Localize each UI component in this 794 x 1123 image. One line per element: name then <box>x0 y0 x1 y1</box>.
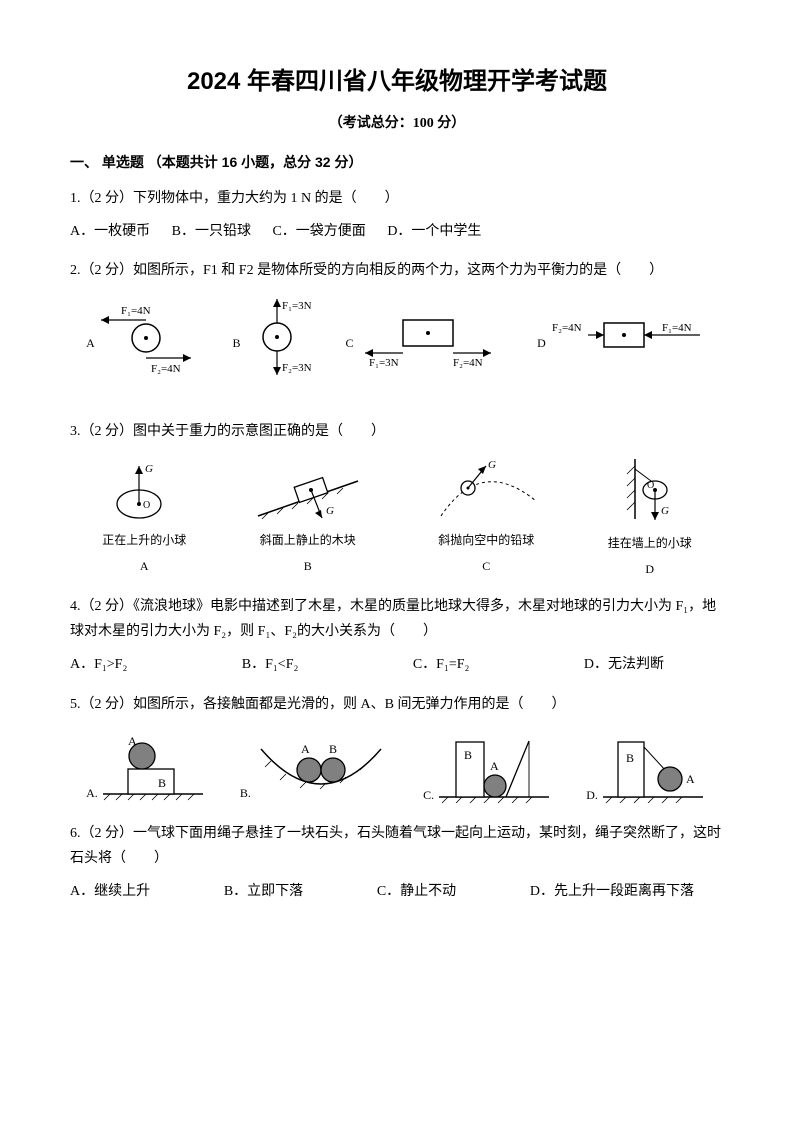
q6-optD: D．先上升一段距离再下落 <box>530 879 694 904</box>
q6-optB: B．立即下落 <box>224 879 303 904</box>
q5-figures: A. B A B. <box>70 727 724 807</box>
svg-text:O: O <box>143 500 150 511</box>
q1-optA: A．一枚硬币 <box>70 224 150 239</box>
q1-optB: B．一只铅球 <box>172 224 251 239</box>
q2-labelD: D <box>537 336 546 350</box>
q2-figD: F₂=4N F₁=4N D <box>544 313 704 385</box>
q1-optC: C．一袋方便面 <box>272 224 365 239</box>
q1-stem: 1.（2 分）下列物体中，重力大约为 1 N 的是（ ） <box>70 186 724 211</box>
q3-capB: 斜面上静止的木块 <box>248 530 368 552</box>
question-6: 6.（2 分）一气球下面用绳子悬挂了一块石头，石头随着气球一起向上运动，某时刻，… <box>70 821 724 905</box>
q3-capD: 挂在墙上的小球 <box>605 533 695 555</box>
svg-text:G: G <box>661 505 669 517</box>
q3-figA: O G 正在上升的小球 A <box>99 456 189 577</box>
q2-svgB: F₁=3N F₂=3N <box>242 293 312 383</box>
svg-text:G: G <box>145 463 153 475</box>
q2-figC: F₁=3N F₂=4N C <box>353 308 503 390</box>
q6-options: A．继续上升 B．立即下落 C．静止不动 D．先上升一段距离再下落 <box>70 879 724 904</box>
q1-options: A．一枚硬币 B．一只铅球 C．一袋方便面 D．一个中学生 <box>70 219 724 244</box>
q2-figures: F₁=4N F₂=4N A F₁=3N F₂=3N B <box>70 293 724 405</box>
q2-stem: 2.（2 分）如图所示，F1 和 F2 是物体所受的方向相反的两个力，这两个力为… <box>70 258 724 283</box>
svg-text:B: B <box>626 751 634 765</box>
question-4: 4.（2 分）《流浪地球》电影中描述到了木星，木星的质量比地球大得多，木星对地球… <box>70 594 724 678</box>
q3-capC: 斜抛向空中的铅球 <box>426 530 546 552</box>
q6-optC: C．静止不动 <box>377 879 456 904</box>
q2-figA: F₁=4N F₂=4N A <box>91 298 201 400</box>
q5-labB: B. <box>240 783 251 805</box>
q3-stem: 3.（2 分）图中关于重力的示意图正确的是（ ） <box>70 419 724 444</box>
q3-figB: G 斜面上静止的木块 B <box>248 456 368 577</box>
q5-labD: D. <box>586 785 598 807</box>
svg-text:F₁=4N: F₁=4N <box>662 322 692 334</box>
section-header: 一、 单选题 （本题共计 16 小题，总分 32 分） <box>70 150 724 175</box>
q3-labB: B <box>248 556 368 578</box>
svg-text:A: A <box>128 734 137 748</box>
svg-text:G: G <box>326 505 334 517</box>
q2-svgC: F₁=3N F₂=4N <box>353 308 503 368</box>
q5-labC: C. <box>423 785 434 807</box>
q3-labC: C <box>426 556 546 578</box>
q2-labelC: C <box>345 336 353 350</box>
svg-text:F₂=4N: F₂=4N <box>453 357 483 368</box>
page-title: 2024 年春四川省八年级物理开学考试题 <box>70 60 724 103</box>
question-3: 3.（2 分）图中关于重力的示意图正确的是（ ） O G 正在上升的小球 A <box>70 419 724 580</box>
question-2: 2.（2 分）如图所示，F1 和 F2 是物体所受的方向相反的两个力，这两个力为… <box>70 258 724 405</box>
svg-text:F₁=3N: F₁=3N <box>369 357 399 368</box>
question-5: 5.（2 分）如图所示，各接触面都是光滑的，则 A、B 间无弹力作用的是（ ） … <box>70 692 724 807</box>
q5-stem: 5.（2 分）如图所示，各接触面都是光滑的，则 A、B 间无弹力作用的是（ ） <box>70 692 724 717</box>
q5-labA: A. <box>86 783 98 805</box>
page-subtitle: （考试总分：100 分） <box>70 111 724 136</box>
q2-svgD: F₂=4N F₁=4N <box>544 313 704 363</box>
q4-optC: C．F₁=F₂ <box>413 652 470 677</box>
q3-labD: D <box>605 559 695 581</box>
svg-text:F₂=4N: F₂=4N <box>151 363 181 375</box>
svg-text:F₁=4N: F₁=4N <box>121 305 151 317</box>
q2-labelB: B <box>232 336 240 350</box>
q5-figA: A. B A <box>86 729 208 804</box>
svg-text:F₂=3N: F₂=3N <box>282 362 312 374</box>
q3-figures: O G 正在上升的小球 A G 斜面上静止 <box>70 454 724 580</box>
q3-capA: 正在上升的小球 <box>99 530 189 552</box>
svg-text:A: A <box>301 742 310 756</box>
svg-text:A: A <box>686 772 695 786</box>
q4-optB: B．F₁<F₂ <box>242 652 299 677</box>
q3-figD: O G 挂在墙上的小球 D <box>605 454 695 580</box>
q2-figB: F₁=3N F₂=3N B <box>242 293 312 405</box>
svg-text:B: B <box>158 776 166 790</box>
q2-svgA: F₁=4N F₂=4N <box>91 298 201 378</box>
q6-stem: 6.（2 分）一气球下面用绳子悬挂了一块石头，石头随着气球一起向上运动，某时刻，… <box>70 821 724 871</box>
q5-figC: C. B A <box>423 727 554 807</box>
svg-text:O: O <box>647 480 654 491</box>
q2-labelA: A <box>86 336 95 350</box>
svg-text:F₂=4N: F₂=4N <box>552 322 582 334</box>
svg-text:G: G <box>488 459 496 471</box>
q5-figB: B. A B <box>240 729 391 804</box>
q6-optA: A．继续上升 <box>70 879 150 904</box>
q5-figD: D. B A <box>586 727 708 807</box>
q4-stem: 4.（2 分）《流浪地球》电影中描述到了木星，木星的质量比地球大得多，木星对地球… <box>70 594 724 644</box>
q4-optA: A．F₁>F₂ <box>70 652 127 677</box>
svg-text:B: B <box>464 748 472 762</box>
question-1: 1.（2 分）下列物体中，重力大约为 1 N 的是（ ） A．一枚硬币 B．一只… <box>70 186 724 244</box>
svg-text:A: A <box>490 759 499 773</box>
q4-options: A．F₁>F₂ B．F₁<F₂ C．F₁=F₂ D．无法判断 <box>70 652 724 677</box>
q1-optD: D．一个中学生 <box>387 224 481 239</box>
q3-figC: G 斜抛向空中的铅球 C <box>426 456 546 577</box>
q4-optD: D．无法判断 <box>584 652 664 677</box>
svg-text:F₁=3N: F₁=3N <box>282 300 312 312</box>
q3-labA: A <box>99 556 189 578</box>
svg-text:B: B <box>329 742 337 756</box>
